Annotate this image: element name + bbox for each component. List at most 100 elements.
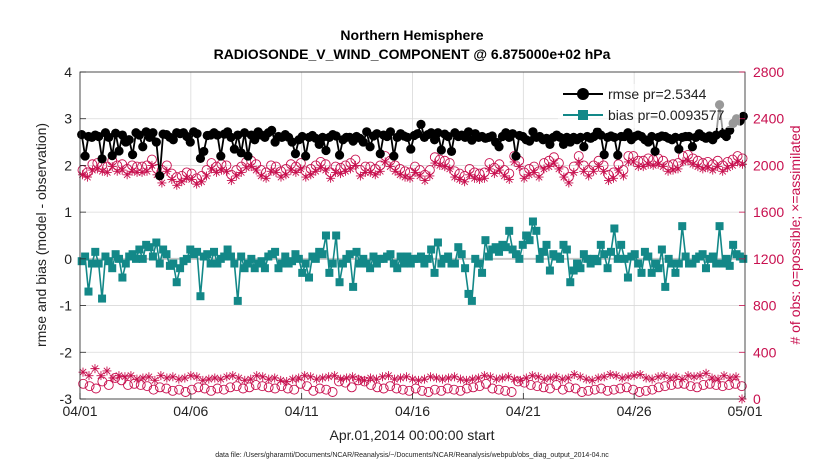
x-tick-label: 05/01	[727, 403, 762, 419]
assimilated-obs-point	[420, 176, 430, 186]
assimilated-obs-bottom-point	[408, 374, 417, 384]
assimilated-obs-point	[241, 163, 251, 173]
rmse-point	[416, 119, 426, 129]
possible-obs-bottom-point	[608, 384, 619, 395]
assimilated-obs-bottom-point	[653, 372, 663, 382]
possible-obs-bottom-point	[653, 382, 664, 393]
assimilated-obs-bottom-point	[677, 374, 687, 384]
bias-point	[661, 282, 670, 291]
possible-obs-bottom-point	[640, 385, 651, 396]
assimilated-obs-point	[698, 164, 708, 174]
assimilated-obs-bottom-point	[701, 368, 711, 378]
bias-point	[467, 296, 476, 305]
possible-obs-bottom-point	[596, 383, 607, 394]
rmse-point	[97, 154, 107, 164]
bias-point	[213, 259, 222, 268]
bias-point	[203, 250, 212, 259]
assimilated-obs-bottom-point	[509, 374, 519, 384]
assimilated-obs-bottom-point	[210, 373, 220, 383]
bias-point	[369, 252, 378, 261]
bias-point	[450, 259, 459, 268]
bias-point	[511, 250, 520, 259]
possible-obs-bottom-point	[314, 383, 325, 394]
assimilated-obs-point	[613, 165, 623, 175]
bias-point	[583, 254, 592, 263]
bias-point	[427, 245, 436, 254]
bias-point	[186, 245, 195, 254]
rmse-point	[301, 151, 311, 161]
rmse-point	[524, 136, 535, 146]
possible-obs-bottom-point	[545, 383, 555, 394]
bias-point	[121, 259, 130, 268]
bias-point	[91, 247, 100, 256]
possible-obs-bottom-point	[238, 383, 249, 394]
bias-point	[430, 268, 439, 277]
bias-point	[437, 259, 446, 268]
possible-obs-bottom-point	[206, 385, 217, 396]
bias-point	[681, 252, 690, 261]
bias-point	[518, 240, 527, 249]
y-right-tick-label: 800	[753, 298, 777, 314]
bias-point	[389, 259, 398, 268]
assimilated-obs-point	[529, 167, 539, 177]
bias-point	[148, 252, 157, 261]
possible-obs-bottom-point	[474, 381, 485, 392]
possible-obs-bottom-point	[250, 380, 261, 390]
assimilated-obs-bottom-point	[294, 373, 304, 383]
bias-point	[593, 257, 602, 266]
bias-point	[515, 254, 524, 263]
assimilated-obs-point	[504, 174, 514, 184]
possible-obs-bottom-point	[506, 387, 517, 397]
assimilated-obs-point	[425, 171, 435, 181]
bias-point	[94, 259, 103, 268]
bias-point	[712, 259, 721, 268]
assimilated-obs-bottom-point	[419, 374, 429, 384]
assimilated-obs-point	[653, 159, 663, 169]
y-right-tick-label: 1600	[753, 204, 784, 220]
possible-obs-bottom-point	[634, 387, 645, 397]
assimilated-obs-bottom-point	[533, 372, 543, 382]
assimilated-obs-point	[286, 165, 296, 175]
bias-point	[634, 259, 643, 268]
assimilated-obs-point	[688, 159, 698, 169]
possible-obs-bottom-point	[142, 381, 153, 392]
assimilated-obs-point	[584, 171, 594, 181]
bias-point	[193, 247, 202, 256]
assimilated-obs-point	[202, 171, 212, 181]
assimilated-obs-group	[77, 156, 748, 190]
bias-point	[722, 254, 731, 263]
rmse-point	[446, 146, 457, 157]
possible-obs-bottom-point	[397, 384, 408, 395]
possible-obs-bottom-point	[346, 382, 357, 393]
bias-point	[481, 236, 490, 245]
rmse-point	[317, 132, 328, 142]
assimilated-obs-bottom-point	[491, 374, 501, 384]
assimilated-obs-point	[534, 172, 544, 182]
assimilated-obs-point	[182, 173, 192, 183]
bias-point	[678, 222, 687, 231]
assimilated-obs-point	[231, 171, 241, 181]
assimilated-obs-bottom-point	[671, 372, 681, 382]
assimilated-obs-point	[192, 179, 202, 189]
assimilated-obs-point	[474, 174, 484, 184]
rmse-point	[725, 125, 735, 135]
assimilated-obs-point	[673, 164, 683, 174]
assimilated-obs-bottom-point	[78, 367, 88, 377]
assimilated-obs-point	[400, 172, 410, 182]
bias-point	[508, 245, 517, 254]
assimilated-obs-point	[117, 165, 127, 175]
assimilated-obs-bottom-point	[617, 373, 627, 383]
assimilated-obs-bottom-point	[264, 374, 274, 384]
assimilated-obs-point	[599, 166, 609, 176]
possible-obs-bottom-point	[148, 384, 159, 395]
assimilated-obs-point	[559, 172, 569, 182]
rmse-point	[124, 135, 134, 145]
possible-obs-bottom-point	[468, 382, 479, 393]
possible-obs-bottom-point	[666, 380, 677, 390]
possible-obs-bottom-point	[730, 378, 741, 389]
assimilated-obs-point	[604, 176, 614, 186]
y-right-tick-label: 2400	[753, 111, 784, 127]
bias-point	[606, 247, 615, 256]
bias-point	[400, 259, 409, 268]
y-right-tick-label: 0	[753, 391, 761, 407]
